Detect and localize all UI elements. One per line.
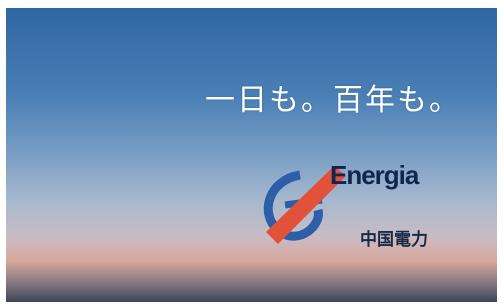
banner: 一日も。百年も。 Energia 中国電力 <box>0 0 503 307</box>
logo-mark <box>0 0 503 307</box>
company-name: 中国電力 <box>360 225 428 250</box>
brand-name: Energia <box>330 160 418 191</box>
